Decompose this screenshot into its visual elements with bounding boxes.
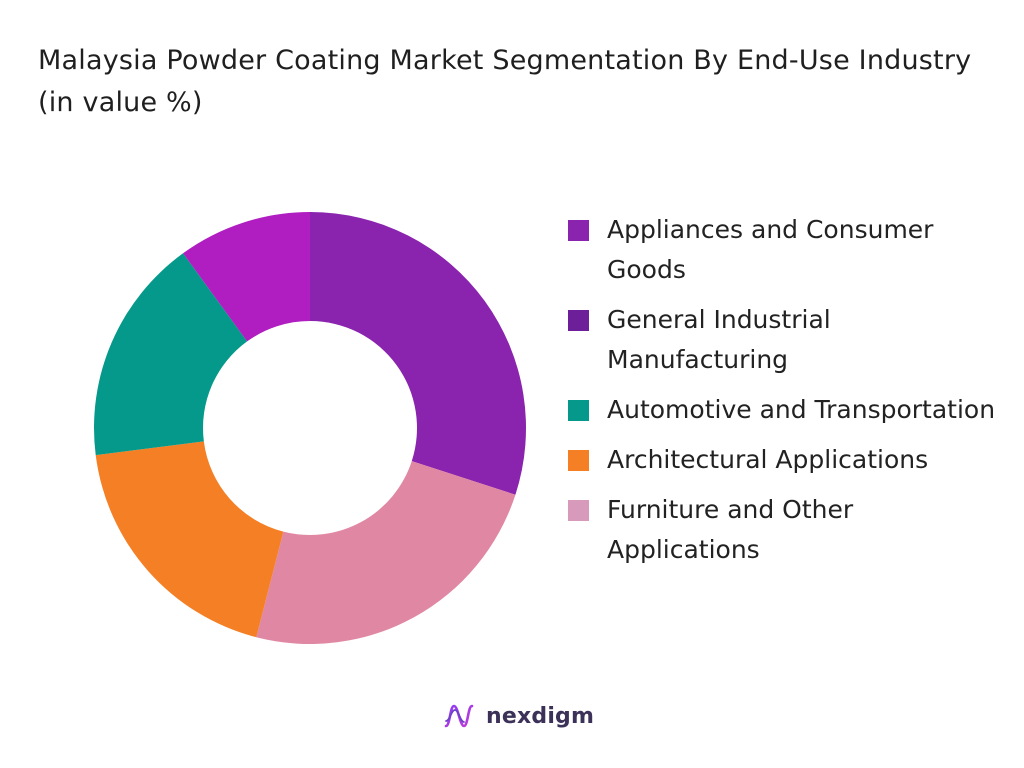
donut-chart bbox=[80, 198, 540, 658]
donut-slice-architectural-applications bbox=[95, 441, 284, 638]
brand-logo: nexdigm bbox=[442, 694, 594, 738]
legend-swatch bbox=[568, 220, 589, 241]
brand-name: nexdigm bbox=[486, 703, 595, 729]
legend-label: General Industrial Manufacturing bbox=[607, 305, 831, 374]
donut-slice-appliances-and-consumer-goods bbox=[183, 212, 310, 342]
legend-label: Appliances and Consumer Goods bbox=[607, 215, 934, 284]
legend-item: General Industrial Manufacturing bbox=[568, 300, 1018, 380]
legend-swatch bbox=[568, 310, 589, 331]
nexdigm-logo-icon bbox=[444, 704, 474, 728]
legend-item: Furniture and Other Applications bbox=[568, 490, 1018, 570]
legend-label: Architectural Applications bbox=[607, 445, 929, 474]
legend-swatch bbox=[568, 400, 589, 421]
legend-item: Appliances and Consumer Goods bbox=[568, 210, 1018, 290]
donut-slice-general-industrial-manufacturing bbox=[310, 212, 526, 495]
chart-title: Malaysia Powder Coating Market Segmentat… bbox=[38, 45, 972, 118]
donut-slice-furniture-and-other-applications bbox=[256, 461, 516, 644]
legend-item: Automotive and Transportation bbox=[568, 390, 1018, 430]
legend-swatch bbox=[568, 500, 589, 521]
donut-slice-automotive-and-transportation bbox=[93, 253, 248, 456]
chart-legend: Appliances and Consumer Goods General Ind… bbox=[568, 210, 1018, 580]
legend-label: Automotive and Transportation bbox=[607, 395, 996, 424]
donut-chart-svg bbox=[93, 212, 526, 644]
legend-swatch bbox=[568, 450, 589, 471]
legend-item: Architectural Applications bbox=[568, 440, 1018, 480]
legend-label: Furniture and Other Applications bbox=[607, 495, 854, 564]
